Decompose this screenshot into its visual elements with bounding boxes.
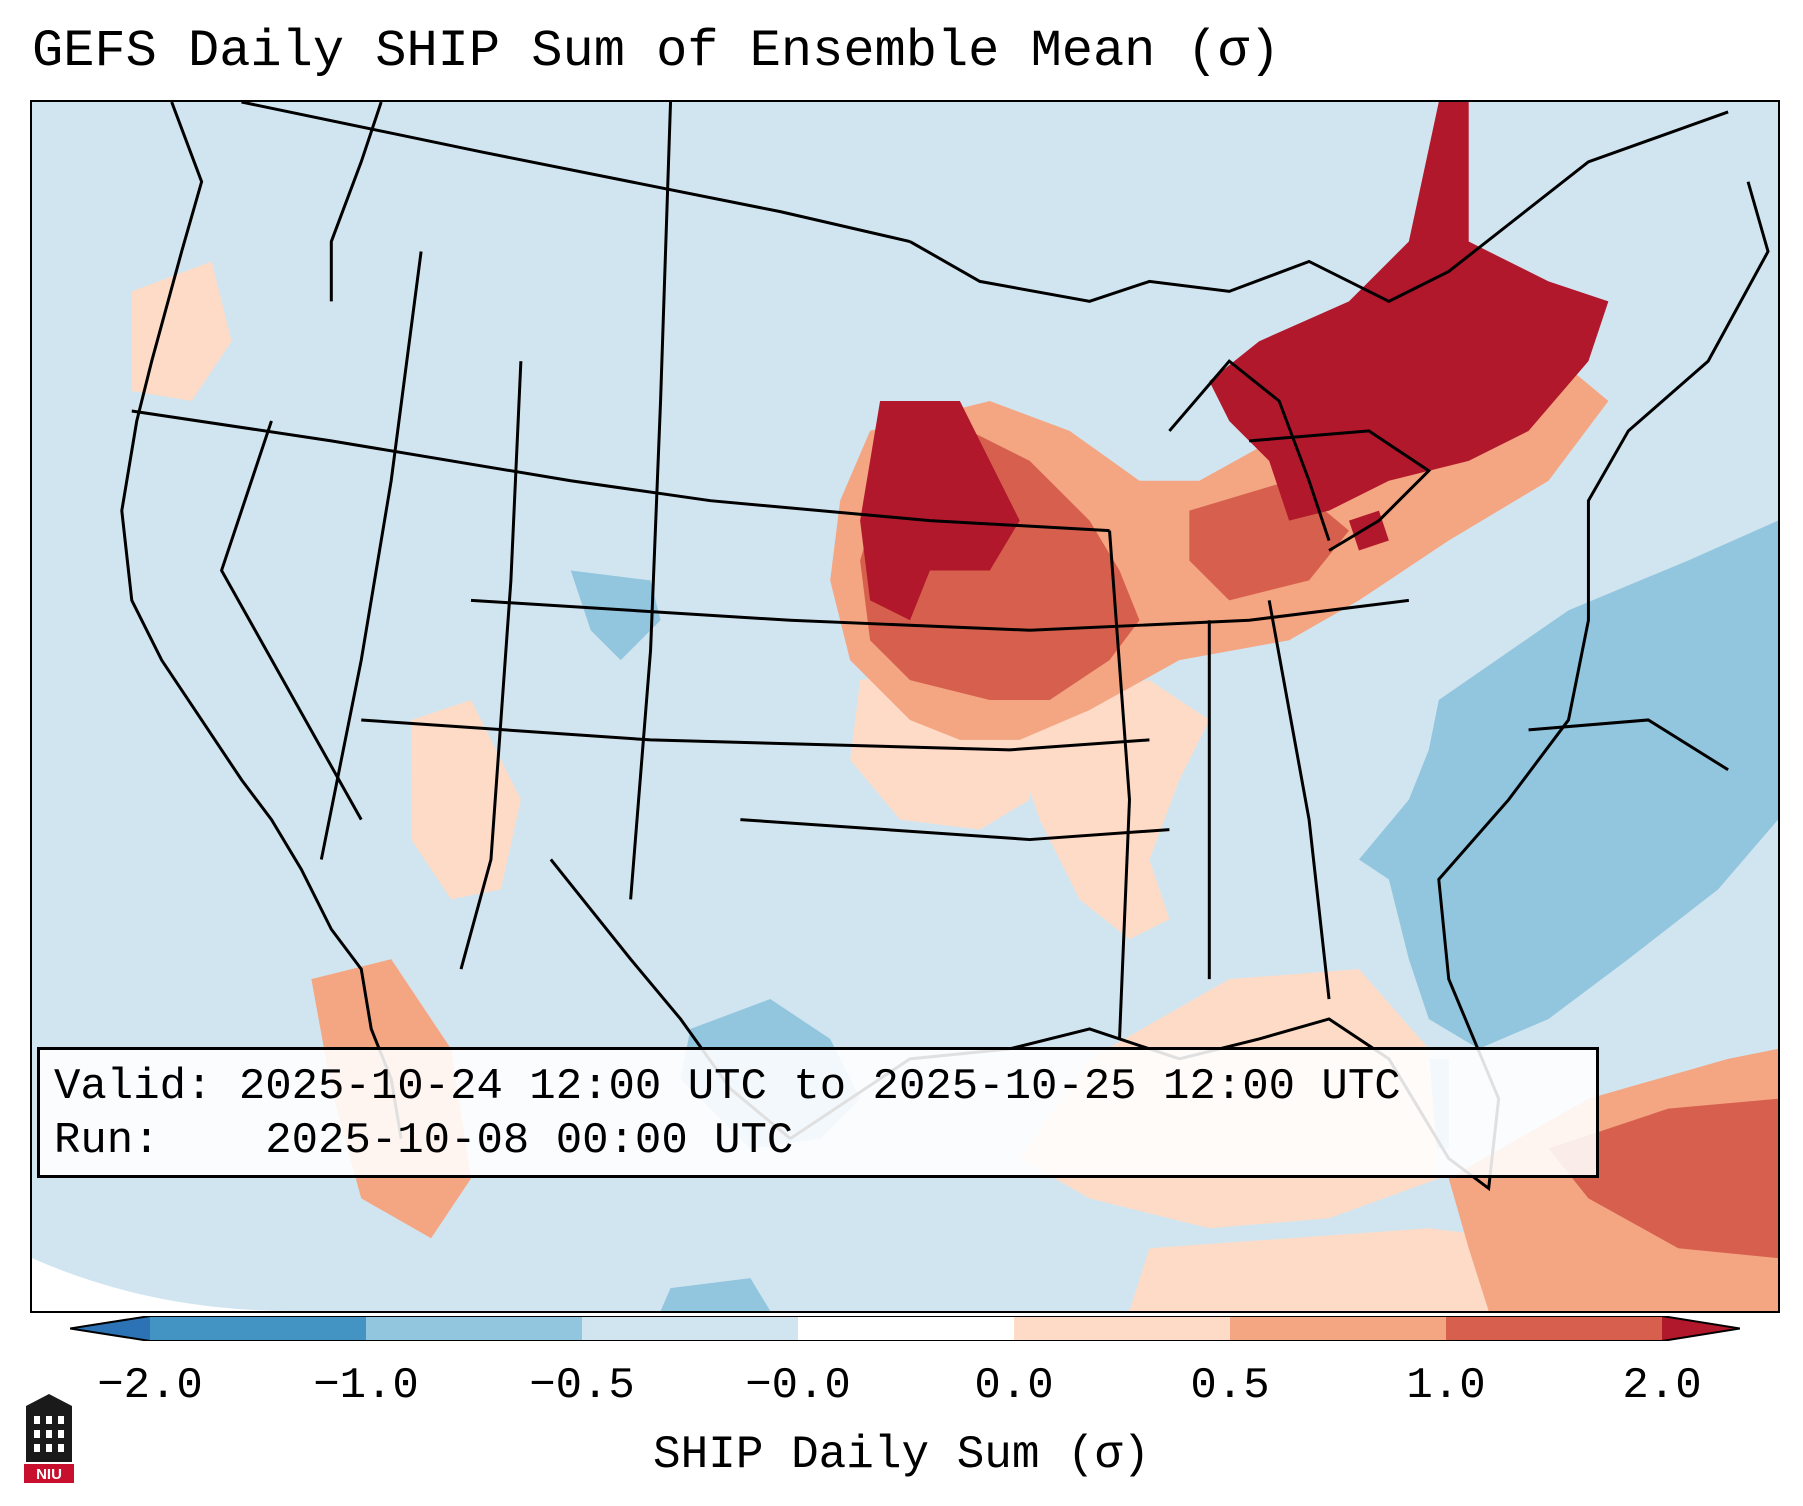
niu-logo: NIU: [24, 1394, 74, 1483]
canada-border: [241, 102, 911, 243]
colorbar-bin-1: [150, 1316, 366, 1341]
colorbar: [70, 1316, 1740, 1341]
colorbar-bin-7: [1446, 1316, 1662, 1341]
meridian-line-a: [629, 102, 673, 900]
anomaly-cuba-strong: [1548, 1098, 1778, 1259]
lake-michigan: [1168, 359, 1331, 542]
colorbar-tick: 1.0: [1406, 1361, 1486, 1411]
anomaly-ontario-quebec-extreme: [1209, 102, 1609, 521]
colorbar-tick: −0.5: [529, 1361, 635, 1411]
anomaly-minnesota-extreme: [860, 401, 1020, 621]
west-coastline: [120, 102, 403, 1139]
anomaly-arizona-positive: [411, 700, 521, 900]
colorbar-tick: −0.0: [745, 1361, 851, 1411]
colorbar-bin-6: [1230, 1316, 1446, 1341]
colorbar-extend-high: [1662, 1316, 1740, 1341]
cuba-coast: [1528, 718, 1729, 772]
logo-text: NIU: [36, 1466, 62, 1483]
anomaly-colorado-negative: [570, 570, 661, 661]
colorbar-bin-2: [366, 1316, 582, 1341]
valid-label: Valid:: [54, 1062, 213, 1112]
idaho-border: [329, 102, 383, 302]
colorbar-tick: 0.0: [974, 1361, 1054, 1411]
boundary-lines: [120, 102, 1770, 1192]
anomaly-south-negative: [660, 1278, 771, 1311]
nevada-border: [219, 420, 363, 821]
colorbar-tick: −1.0: [313, 1361, 419, 1411]
colorbar-bin-4: [798, 1316, 1014, 1341]
lake-huron: [1249, 429, 1432, 552]
valid-run-info-box: Valid: 2025-10-24 12:00 UTC to 2025-10-2…: [37, 1047, 1599, 1178]
georgia-line: [1267, 600, 1331, 1000]
projection-edge: [32, 1258, 292, 1311]
texas-red-river: [740, 818, 1170, 842]
colorbar-tick: 2.0: [1622, 1361, 1702, 1411]
run-label: Run:: [54, 1116, 160, 1166]
map-title: GEFS Daily SHIP Sum of Ensemble Mean (σ): [32, 22, 1281, 81]
run-value: 2025-10-08 00:00 UTC: [265, 1116, 794, 1166]
northern-state-line: [131, 409, 1110, 533]
colorbar-tick: 0.5: [1190, 1361, 1270, 1411]
anomaly-atlantic-negative: [1358, 520, 1778, 1049]
valid-value: 2025-10-24 12:00 UTC to 2025-10-25 12:00…: [238, 1062, 1401, 1112]
meridian-line-b: [319, 251, 423, 860]
colorbar-label: SHIP Daily Sum (σ): [653, 1429, 1150, 1481]
kansas-line: [470, 598, 1410, 632]
colorbar-bin-3: [582, 1316, 798, 1341]
canada-border-east: [909, 110, 1729, 304]
mississippi-river: [1108, 530, 1131, 1039]
meridian-line-c: [459, 361, 523, 970]
anomaly-pacific-nw-positive: [131, 261, 232, 402]
oklahoma-line: [361, 718, 1150, 752]
colorbar-bin-5: [1014, 1316, 1230, 1341]
colorbar-extend-low: [70, 1316, 150, 1341]
colorbar-tick: −2.0: [97, 1361, 203, 1411]
